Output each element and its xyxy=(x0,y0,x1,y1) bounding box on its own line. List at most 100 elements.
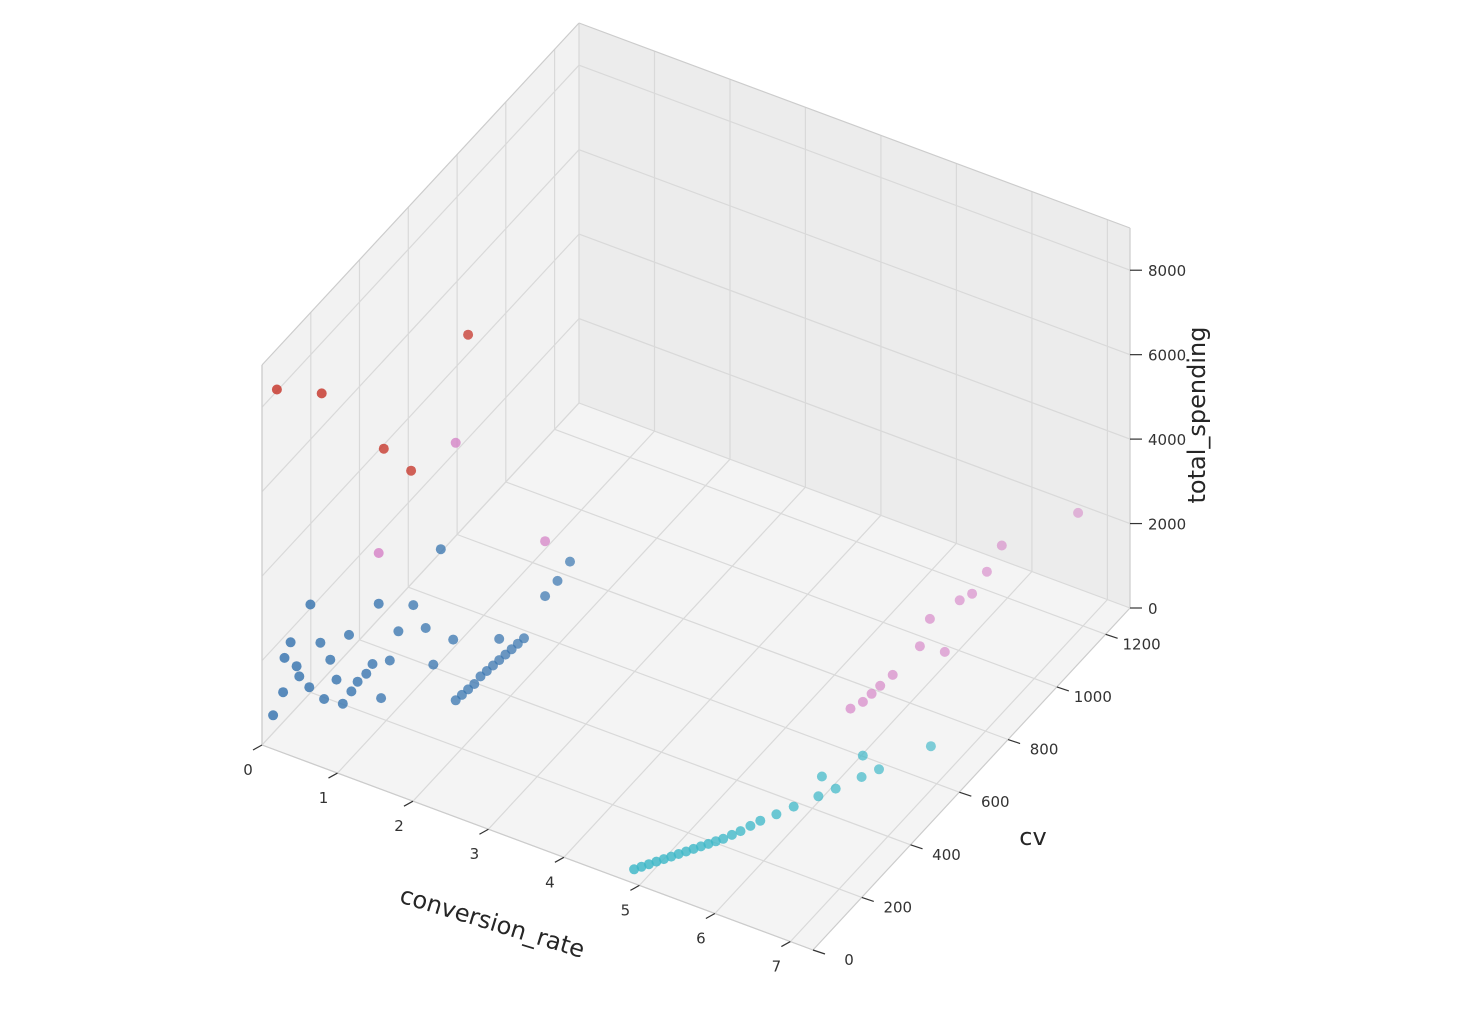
gridline-x-floor xyxy=(487,486,806,830)
gridline-y-floor xyxy=(554,428,1106,635)
z-tick-label: 6000 xyxy=(1148,347,1186,365)
x-tick xyxy=(479,828,489,835)
data-point xyxy=(450,437,461,448)
data-point xyxy=(771,809,782,820)
data-point xyxy=(384,655,395,666)
data-point xyxy=(294,671,305,682)
data-point xyxy=(304,682,315,693)
data-point xyxy=(344,629,354,640)
gridline-x-floor xyxy=(563,514,882,858)
data-point xyxy=(448,634,459,645)
y-tick-label: 1200 xyxy=(1123,635,1161,653)
gridline-x-floor xyxy=(337,430,655,774)
gridline-z-back xyxy=(578,318,1131,525)
y-tick xyxy=(959,791,972,797)
data-point xyxy=(346,686,357,697)
data-point xyxy=(755,815,766,826)
data-point xyxy=(981,566,992,577)
y-tick xyxy=(1056,686,1070,692)
gridline-y-floor xyxy=(505,481,1058,688)
data-point xyxy=(420,623,431,633)
y-tick-label: 600 xyxy=(981,793,1010,811)
x-tick xyxy=(554,856,565,863)
x-tick xyxy=(630,884,640,891)
data-point xyxy=(967,588,978,599)
x-tick-label: 7 xyxy=(772,958,782,976)
gridline-y-floor xyxy=(310,691,863,898)
z-tick-label: 4000 xyxy=(1148,431,1186,449)
axis-ticks: 0 1 2 3 4 5 6 7 0 200 400 600 800 1000 1200 0 2000 4000 60… xyxy=(243,262,1186,975)
data-point xyxy=(271,384,282,395)
data-point xyxy=(373,598,384,609)
data-point xyxy=(745,820,756,831)
gridline-y-floor xyxy=(359,639,911,846)
x-tick xyxy=(328,772,338,779)
data-point xyxy=(874,764,884,775)
data-point xyxy=(325,654,336,665)
data-point xyxy=(866,688,877,699)
y-tick-label: 200 xyxy=(883,898,912,916)
y-tick xyxy=(1105,633,1118,639)
gridline-z-back xyxy=(578,402,1131,609)
y-tick xyxy=(1007,738,1021,745)
y-tick xyxy=(861,896,874,902)
gridline-z-left xyxy=(261,402,580,746)
data-point xyxy=(857,696,868,707)
data-point xyxy=(463,329,474,340)
gridline-x-floor xyxy=(789,599,1108,943)
data-point xyxy=(788,801,799,812)
data-point xyxy=(278,687,289,698)
x-tick-label: 6 xyxy=(696,930,706,948)
data-point xyxy=(475,671,486,682)
data-point xyxy=(378,443,389,454)
back-top-edge xyxy=(578,22,1131,229)
gridline-x-floor xyxy=(638,542,957,886)
y-tick-label: 400 xyxy=(932,846,961,864)
x-tick-label: 1 xyxy=(319,789,329,807)
x-axis-line xyxy=(261,744,814,951)
data-point xyxy=(735,826,746,837)
data-point xyxy=(925,741,936,752)
data-point xyxy=(887,669,898,680)
data-point xyxy=(352,676,363,687)
x-tick xyxy=(781,941,791,948)
z-axis-label: total_spending xyxy=(1183,327,1211,504)
data-point xyxy=(279,652,290,663)
data-point xyxy=(435,544,446,555)
data-point xyxy=(408,600,419,611)
gridline-z-back xyxy=(578,233,1131,440)
data-point xyxy=(629,864,640,875)
x-tick-label: 5 xyxy=(621,901,631,919)
data-point xyxy=(494,633,505,644)
data-point xyxy=(552,575,563,586)
data-point xyxy=(268,710,279,721)
x-axis-label: conversion_rate xyxy=(397,881,589,964)
data-point xyxy=(924,613,935,624)
z-tick-label: 8000 xyxy=(1148,262,1186,280)
data-points xyxy=(268,329,1084,875)
gridlines xyxy=(261,22,1131,951)
data-point xyxy=(393,626,404,637)
y-tick-label: 0 xyxy=(844,951,854,969)
pane-left xyxy=(262,23,579,745)
y-tick-label: 1000 xyxy=(1074,688,1112,706)
z-tick-label: 0 xyxy=(1148,600,1158,618)
x-tick xyxy=(252,744,263,751)
data-point xyxy=(540,591,551,602)
data-point xyxy=(316,388,327,399)
data-point xyxy=(816,771,827,782)
data-point xyxy=(331,674,342,685)
data-point xyxy=(540,536,551,547)
data-point xyxy=(1073,507,1084,518)
data-point xyxy=(315,637,326,648)
y-tick xyxy=(812,949,826,955)
data-point xyxy=(651,856,662,867)
y-axis-line xyxy=(812,607,1131,951)
data-point xyxy=(319,694,330,704)
y-tick xyxy=(910,844,923,850)
data-point xyxy=(939,646,950,657)
data-point xyxy=(954,595,965,606)
data-point xyxy=(830,783,841,794)
z-tick-label: 2000 xyxy=(1148,516,1186,534)
data-point xyxy=(406,465,417,476)
